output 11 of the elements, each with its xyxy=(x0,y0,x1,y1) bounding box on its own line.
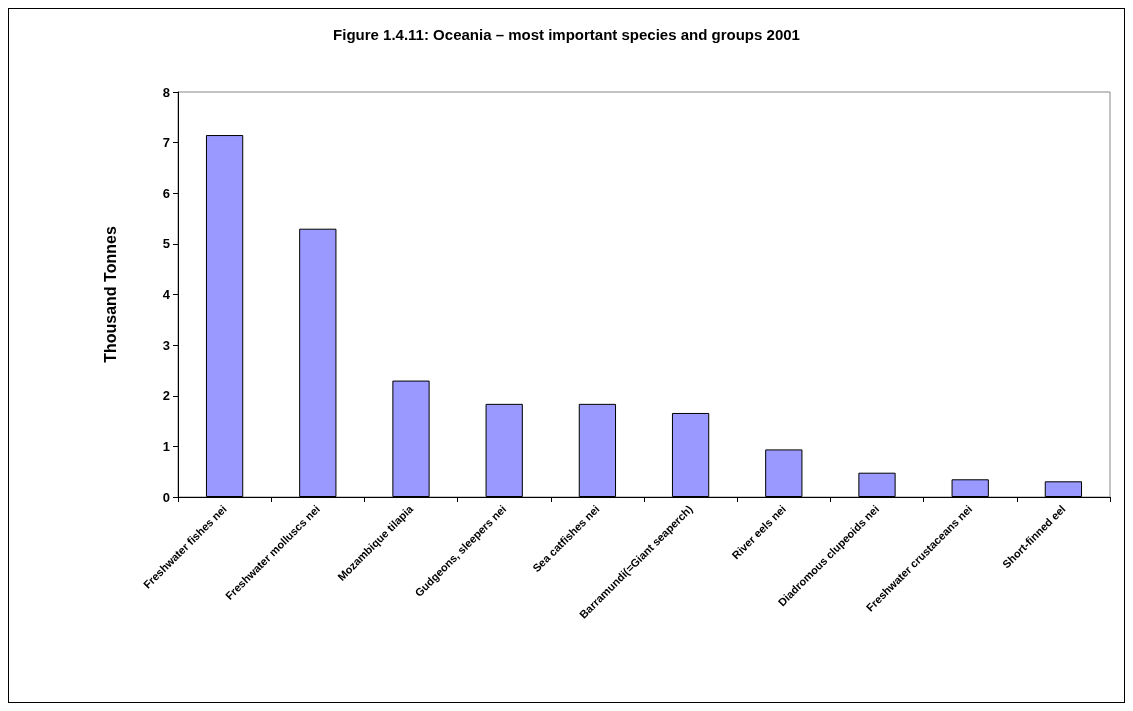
y-axis-title: Thousand Tonnes xyxy=(101,226,119,363)
y-tick-label: 1 xyxy=(162,438,170,454)
y-tick-label: 2 xyxy=(162,388,170,404)
chart-title: Figure 1.4.11: Oceania – most important species and groups 2001 xyxy=(333,26,800,43)
y-tick-label: 8 xyxy=(162,84,170,100)
y-tick-label: 3 xyxy=(162,337,170,353)
y-tick-label: 0 xyxy=(162,489,170,505)
y-tick-label: 7 xyxy=(162,135,170,151)
y-tick-label: 6 xyxy=(162,185,170,201)
y-tick-label: 5 xyxy=(162,236,170,252)
y-tick-label: 4 xyxy=(162,287,171,302)
